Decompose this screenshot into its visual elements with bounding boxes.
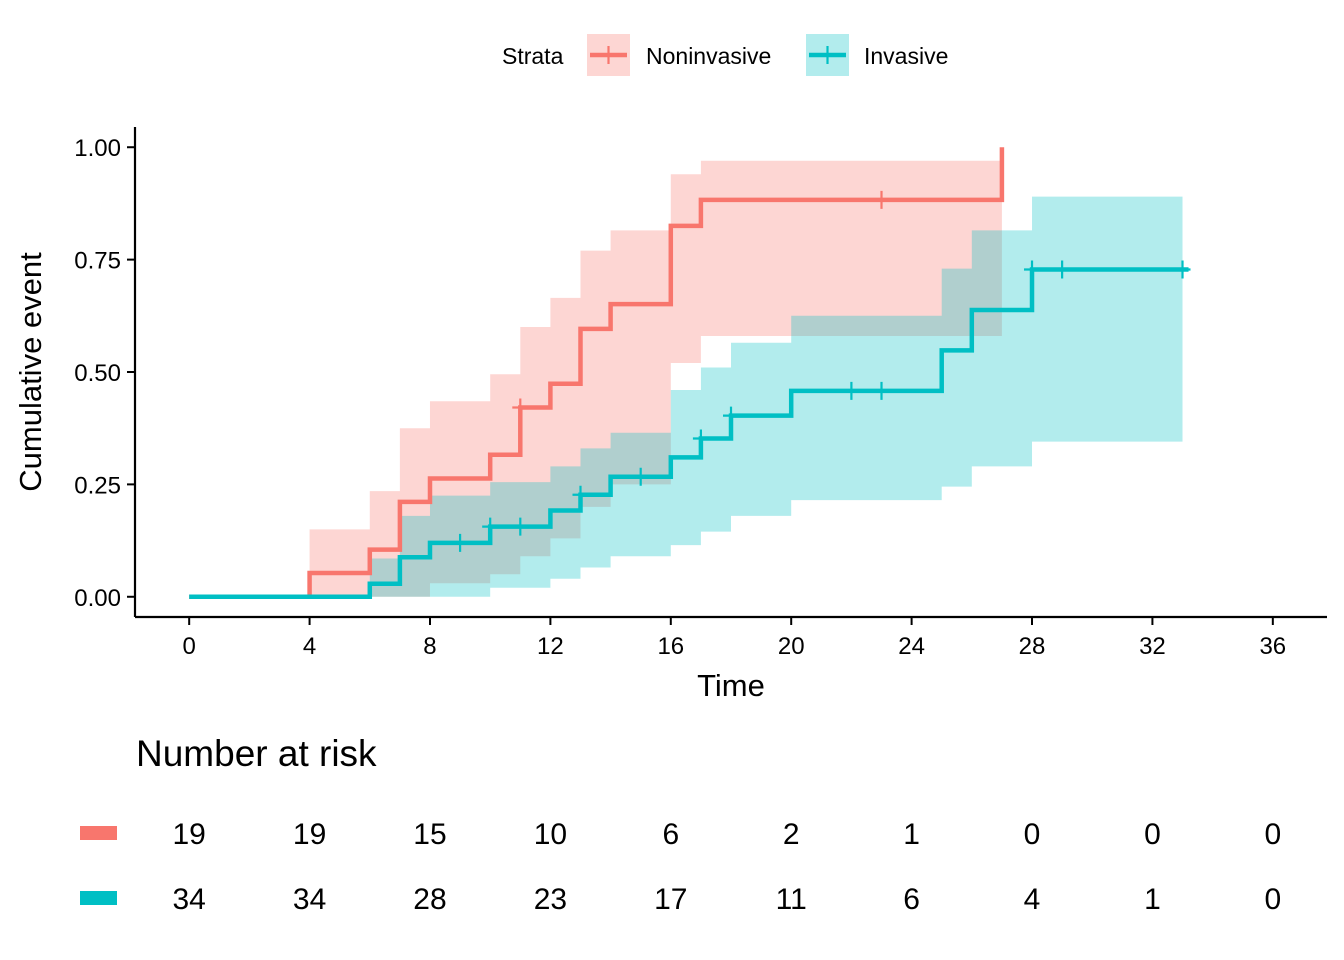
x-tick-label: 28 bbox=[1019, 633, 1046, 660]
risk-table-title: Number at risk bbox=[136, 733, 377, 774]
risk-count: 2 bbox=[783, 818, 800, 851]
x-tick-label: 4 bbox=[303, 633, 316, 660]
risk-count: 34 bbox=[293, 883, 326, 916]
censor-mark bbox=[723, 406, 739, 425]
x-tick-label: 20 bbox=[778, 633, 805, 660]
x-tick-label: 8 bbox=[423, 633, 436, 660]
risk-count: 0 bbox=[1264, 818, 1281, 851]
y-tick-label: 0.75 bbox=[74, 248, 121, 275]
risk-count: 0 bbox=[1024, 818, 1041, 851]
curve-invasive bbox=[189, 267, 1189, 600]
x-tick-label: 12 bbox=[537, 633, 564, 660]
x-axis-title: Time bbox=[697, 668, 765, 703]
x-tick-label: 36 bbox=[1259, 633, 1286, 660]
risk-table: 19 19 15 10 6 2 1 0 0 034 34 28 23 17 11 6 4 1 0 bbox=[80, 818, 1281, 916]
risk-count: 15 bbox=[413, 818, 446, 851]
censor-mark bbox=[1174, 260, 1191, 279]
y-tick-label: 1.00 bbox=[74, 135, 121, 162]
risk-count: 23 bbox=[534, 883, 567, 916]
censor-mark bbox=[843, 381, 860, 400]
legend-label-invasive: Invasive bbox=[864, 43, 948, 69]
risk-count: 1 bbox=[903, 818, 920, 851]
confidence-bands bbox=[189, 160, 1183, 597]
risk-count: 0 bbox=[1144, 818, 1161, 851]
censor-mark bbox=[1054, 260, 1071, 279]
censor-mark bbox=[873, 381, 890, 400]
risk-row-key-invasive bbox=[80, 891, 117, 905]
risk-count: 0 bbox=[1264, 883, 1281, 916]
risk-count: 1 bbox=[1144, 883, 1161, 916]
y-tick-label: 0.00 bbox=[74, 585, 121, 612]
censor-mark bbox=[512, 517, 529, 536]
censor-mark bbox=[452, 533, 469, 552]
confidence-band-invasive bbox=[189, 196, 1183, 597]
risk-count: 19 bbox=[172, 818, 205, 851]
x-tick-label: 16 bbox=[657, 633, 684, 660]
x-tick-label: 24 bbox=[898, 633, 925, 660]
censor-marks bbox=[452, 190, 1191, 552]
risk-count: 4 bbox=[1024, 883, 1041, 916]
censor-mark bbox=[873, 190, 890, 209]
censor-mark bbox=[1024, 260, 1041, 279]
risk-count: 34 bbox=[172, 883, 205, 916]
risk-row-key-noninvasive bbox=[80, 826, 117, 840]
risk-count: 6 bbox=[903, 883, 920, 916]
legend: Strata Noninvasive Invasive bbox=[502, 34, 948, 76]
risk-count: 17 bbox=[654, 883, 687, 916]
censor-mark bbox=[632, 467, 649, 486]
x-tick-label: 0 bbox=[183, 633, 196, 660]
risk-count: 11 bbox=[776, 883, 807, 916]
axes: 0.00 0.25 0.50 0.75 1.00 0 4 8 12 16 20 24 28 32 36 bbox=[74, 127, 1327, 660]
y-tick-label: 0.25 bbox=[74, 472, 121, 499]
y-tick-label: 0.50 bbox=[74, 360, 121, 387]
risk-count: 10 bbox=[534, 818, 567, 851]
risk-count: 28 bbox=[413, 883, 446, 916]
x-tick-label: 32 bbox=[1139, 633, 1166, 660]
risk-count: 19 bbox=[293, 818, 326, 851]
censor-mark bbox=[692, 429, 709, 448]
confidence-band-noninvasive bbox=[189, 160, 1002, 597]
legend-label-noninvasive: Noninvasive bbox=[646, 43, 771, 69]
risk-count: 6 bbox=[662, 818, 679, 851]
censor-mark bbox=[512, 398, 529, 417]
censor-mark bbox=[572, 485, 589, 504]
censor-mark bbox=[482, 517, 499, 536]
legend-title: Strata bbox=[502, 43, 564, 69]
y-axis-title: Cumulative event bbox=[13, 252, 48, 492]
